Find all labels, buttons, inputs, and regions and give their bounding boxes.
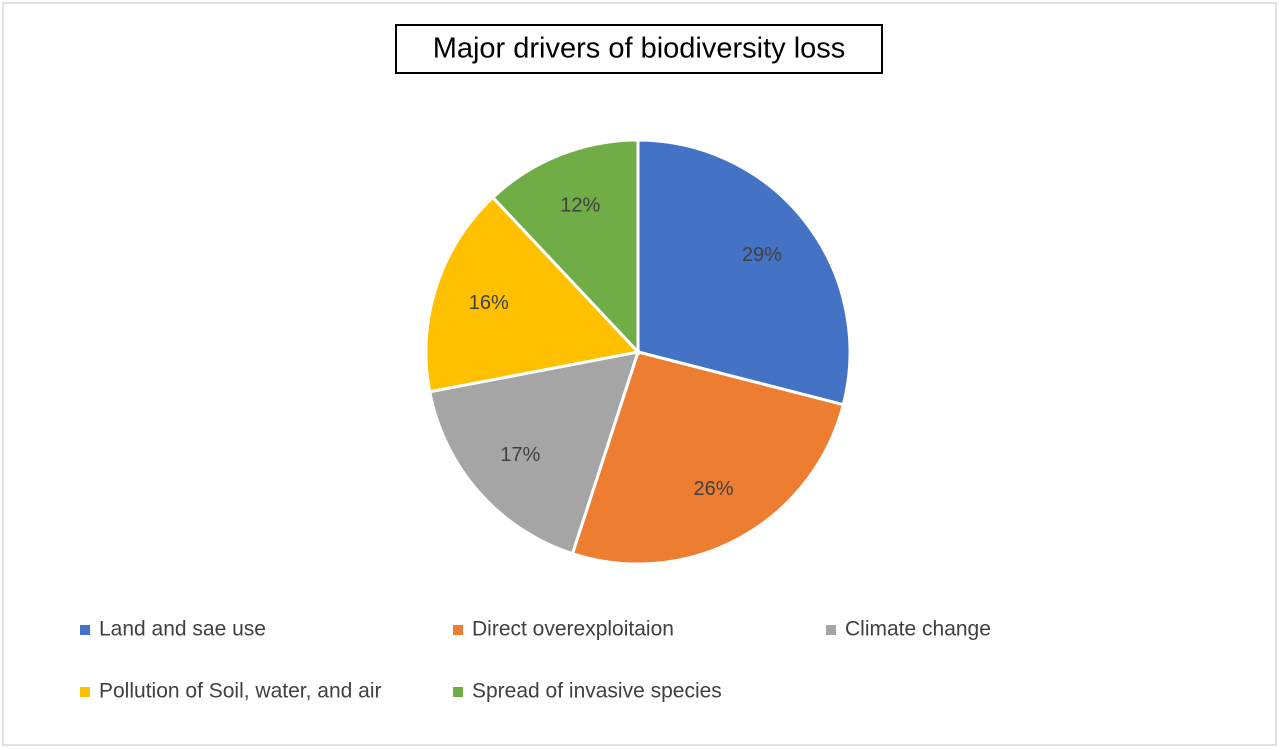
pie-slice (427, 350, 641, 556)
data-label: 12% (560, 194, 600, 216)
legend-label: Pollution of Soil, water, and air (99, 680, 382, 703)
legend-marker (80, 687, 90, 697)
data-label: 29% (742, 244, 782, 266)
legend-label: Spread of invasive species (472, 680, 722, 703)
legend-marker (453, 625, 463, 635)
pie-slice (636, 138, 852, 407)
pie-slice (570, 350, 846, 566)
title-box (395, 24, 883, 74)
legend-marker (453, 687, 463, 697)
legend-label: Direct overexploitaion (472, 618, 674, 641)
pie-slice (424, 195, 641, 394)
data-label: 16% (469, 292, 509, 314)
legend-label: Land and sae use (99, 618, 266, 641)
data-label: 26% (694, 478, 734, 500)
chart-title: Major drivers of biodiversity loss (433, 33, 846, 65)
legend-marker (80, 625, 90, 635)
legend-marker (826, 625, 836, 635)
data-label: 17% (500, 444, 540, 466)
legend-label: Climate change (845, 618, 991, 641)
pie-slice (490, 138, 640, 356)
